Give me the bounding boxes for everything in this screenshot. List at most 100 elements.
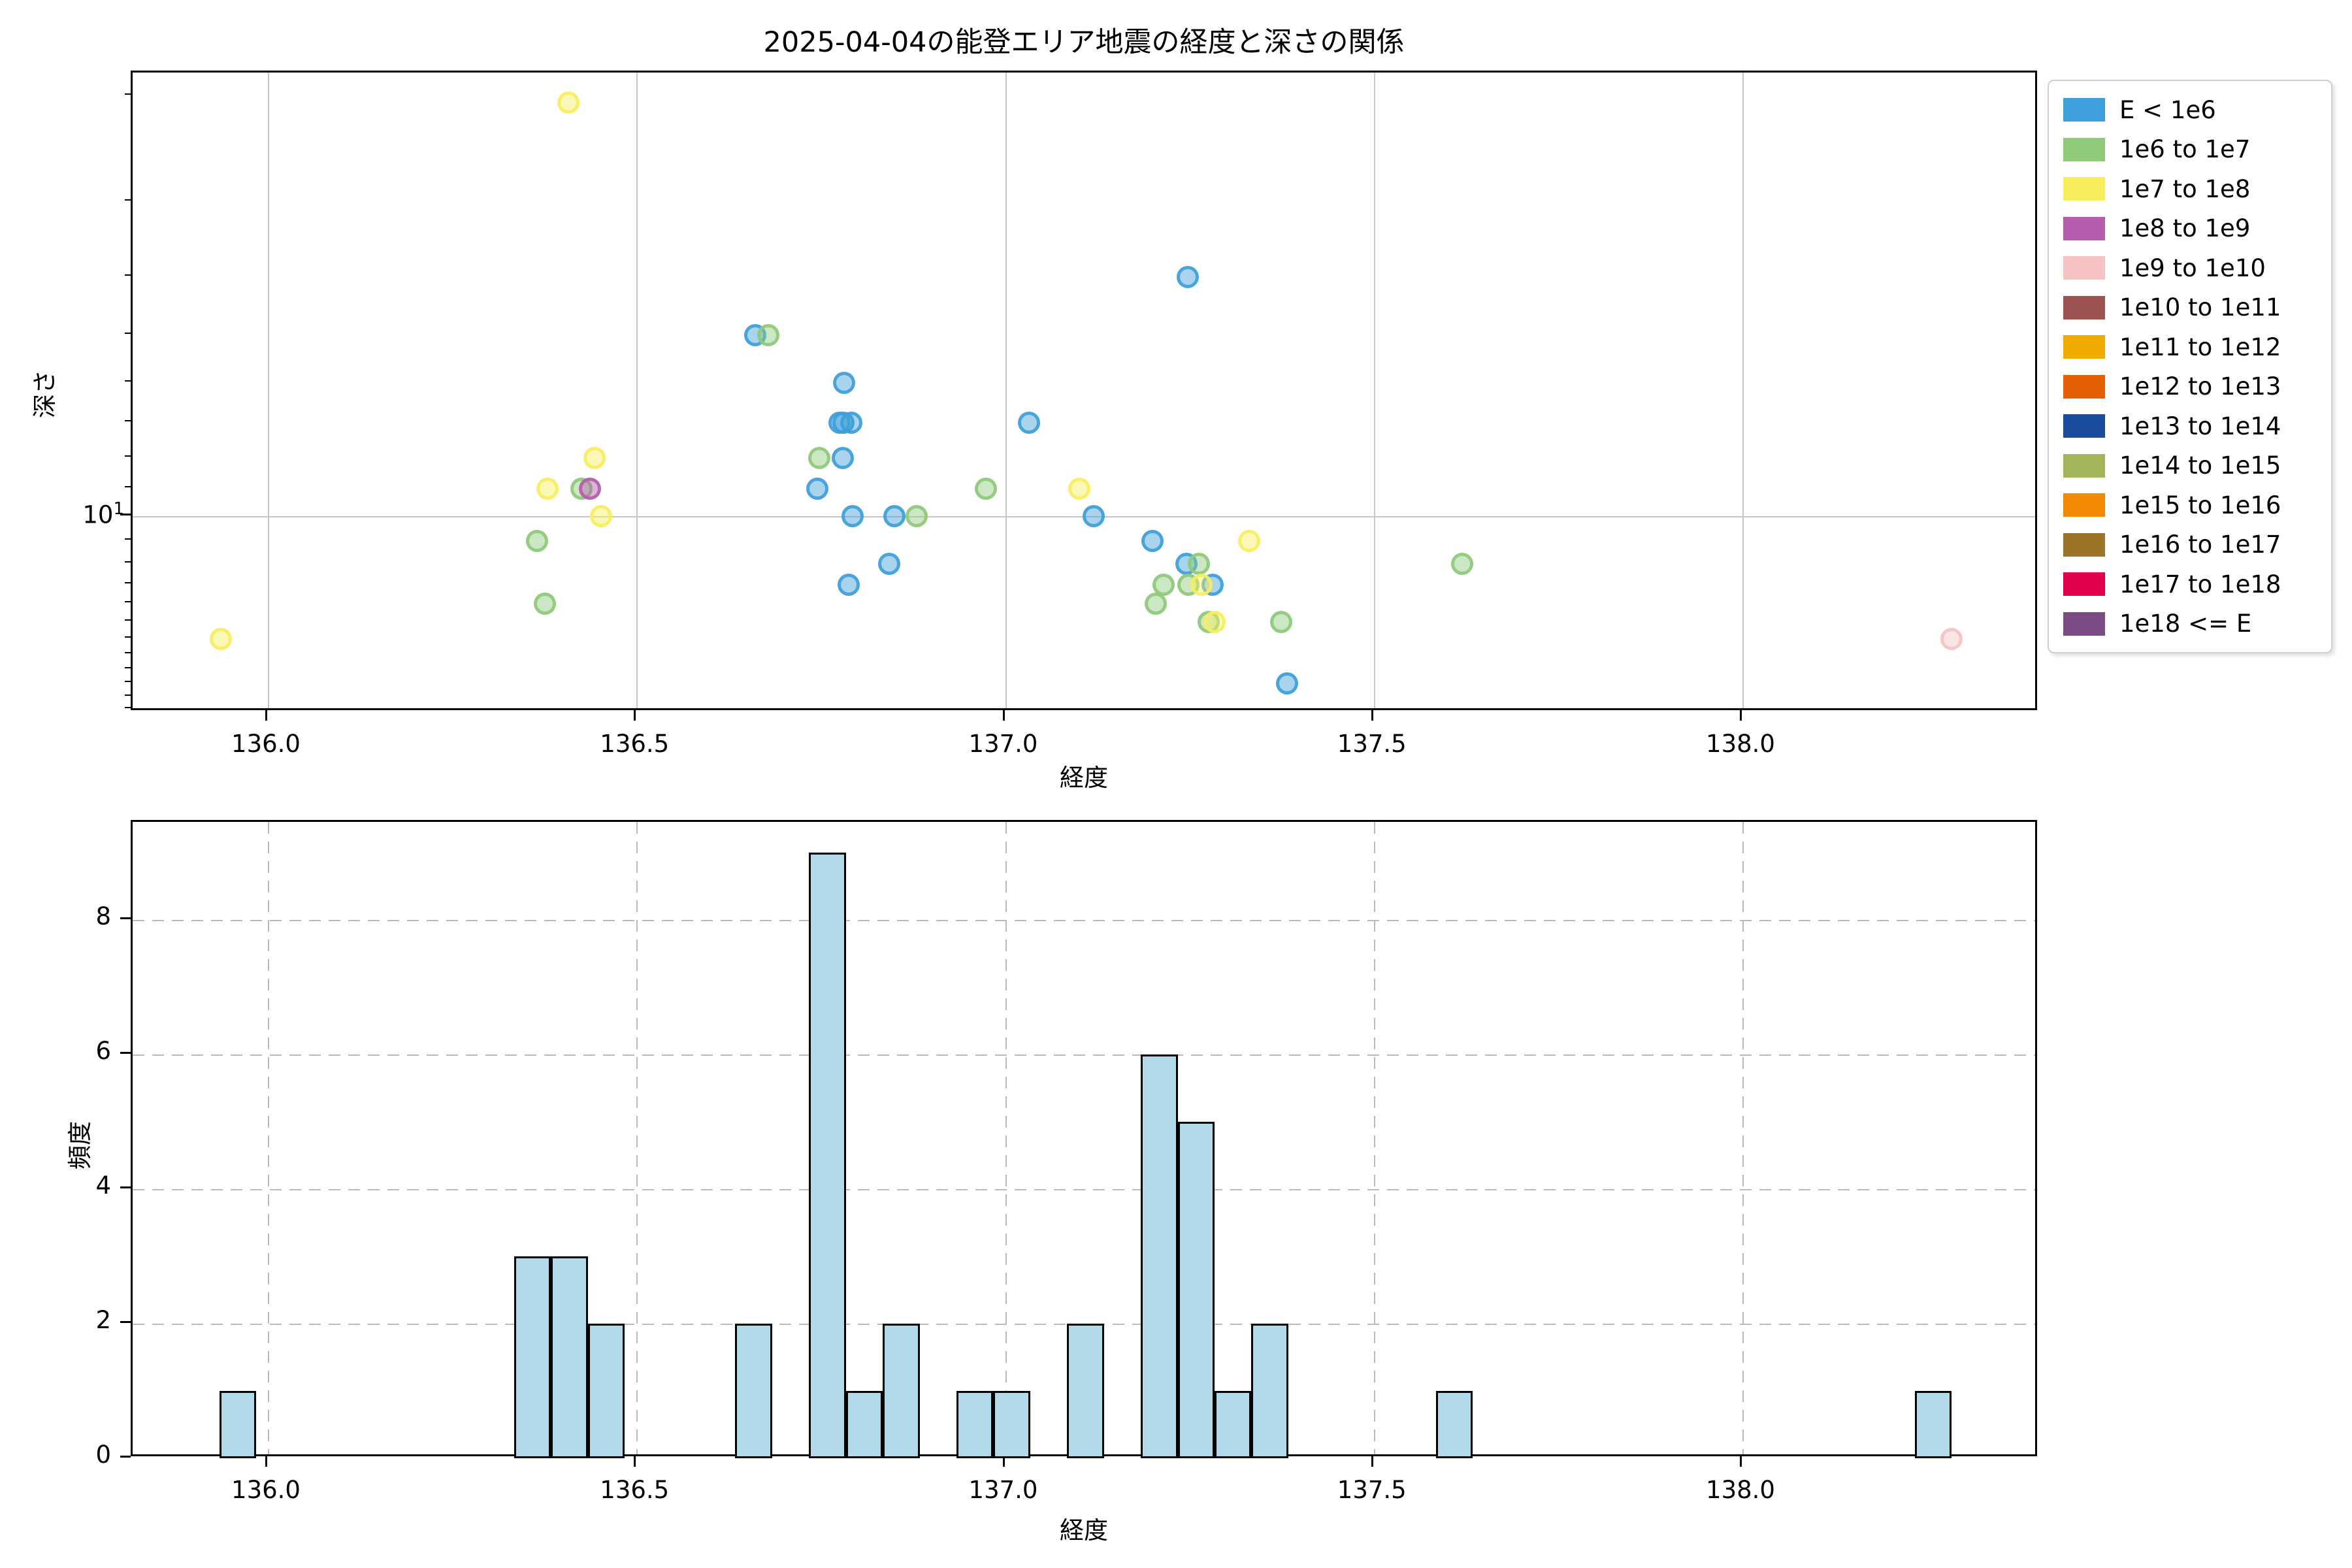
- legend-item: 1e17 to 1e18: [2063, 564, 2281, 604]
- legend-item: 1e13 to 1e14: [2063, 406, 2281, 446]
- legend-swatch: [2063, 256, 2105, 280]
- scatter-ytick-minor: [125, 455, 131, 457]
- hist-bar: [845, 1391, 883, 1458]
- scatter-xtick-label: 136.5: [600, 730, 670, 758]
- scatter-ylabel: 深さ: [31, 370, 59, 418]
- hist-gridline-x: [1005, 822, 1007, 1454]
- scatter-point: [1275, 672, 1298, 695]
- scatter-ytick-minor: [125, 694, 131, 696]
- figure-title: 2025-04-04の能登エリア地震の経度と深さの関係: [763, 26, 1405, 59]
- scatter-point: [806, 477, 828, 500]
- legend-label: 1e15 to 1e16: [2119, 491, 2281, 519]
- scatter-point: [1141, 530, 1164, 553]
- scatter-ytick-minor: [125, 601, 131, 603]
- legend-label: 1e13 to 1e14: [2119, 412, 2281, 440]
- scatter-point: [1451, 552, 1474, 575]
- legend-label: 1e10 to 1e11: [2119, 293, 2281, 321]
- hist-bar: [993, 1391, 1030, 1458]
- scatter-point: [906, 505, 928, 527]
- hist-xtick-mark: [1740, 1456, 1742, 1467]
- legend-swatch: [2063, 374, 2105, 399]
- scatter-point: [1017, 412, 1040, 434]
- hist-gridline-x: [1742, 822, 1744, 1454]
- scatter-point: [1152, 573, 1175, 596]
- scatter-gridline-x: [268, 73, 269, 708]
- scatter-point: [590, 505, 613, 527]
- legend-swatch: [2063, 137, 2105, 161]
- scatter-point: [757, 324, 780, 347]
- hist-xtick-mark: [634, 1456, 636, 1467]
- legend-item: 1e14 to 1e15: [2063, 446, 2281, 485]
- hist-ytick-mark: [120, 1186, 131, 1188]
- scatter-point: [579, 477, 602, 500]
- hist-xtick-mark: [265, 1456, 267, 1467]
- legend-label: 1e18 <= E: [2119, 610, 2252, 638]
- scatter-ytick-major: [120, 514, 131, 515]
- legend-label: 1e11 to 1e12: [2119, 333, 2281, 361]
- hist-gridline-y: [133, 1054, 2035, 1056]
- scatter-xtick-mark: [634, 710, 636, 721]
- histogram-xlabel: 経度: [1060, 1516, 1108, 1544]
- legend-swatch: [2063, 532, 2105, 557]
- legend-swatch: [2063, 493, 2105, 517]
- scatter-point: [1269, 611, 1292, 633]
- scatter-point: [1082, 505, 1105, 527]
- legend-label: 1e14 to 1e15: [2119, 451, 2281, 480]
- scatter-point: [1144, 593, 1167, 615]
- hist-bar: [1435, 1391, 1473, 1458]
- scatter-ytick-minor: [125, 538, 131, 540]
- hist-ytick-label: 0: [95, 1441, 111, 1469]
- legend-item: 1e12 to 1e13: [2063, 367, 2281, 406]
- hist-bar: [587, 1324, 625, 1458]
- scatter-point: [525, 530, 548, 553]
- hist-bar: [551, 1256, 588, 1458]
- hist-ytick-mark: [120, 1321, 131, 1323]
- scatter-ytick-minor: [125, 420, 131, 422]
- scatter-ytick-minor: [125, 652, 131, 653]
- scatter-point: [536, 477, 559, 500]
- hist-xtick-mark: [1371, 1456, 1373, 1467]
- hist-xtick-label: 137.0: [968, 1476, 1038, 1504]
- legend-label: 1e7 to 1e8: [2119, 174, 2251, 203]
- scatter-ytick-minor: [125, 707, 131, 709]
- scatter-plot-area: [131, 71, 2037, 710]
- scatter-ytick-minor: [125, 681, 131, 683]
- hist-bar: [883, 1324, 920, 1458]
- hist-bar: [956, 1391, 994, 1458]
- hist-bar: [1915, 1391, 1952, 1458]
- scatter-ytick-minor: [125, 274, 131, 276]
- hist-ytick-label: 8: [95, 902, 111, 930]
- hist-gridline-y: [133, 920, 2035, 921]
- scatter-xtick-label: 136.0: [231, 730, 301, 758]
- scatter-ytick-minor: [125, 485, 131, 487]
- hist-ytick-label: 2: [95, 1306, 111, 1334]
- legend-item: 1e15 to 1e16: [2063, 485, 2281, 525]
- scatter-xtick-mark: [1371, 710, 1373, 721]
- legend-item: 1e9 to 1e10: [2063, 248, 2266, 287]
- hist-ytick-label: 6: [95, 1037, 111, 1065]
- scatter-ytick-minor: [125, 199, 131, 201]
- scatter-xtick-label: 137.0: [968, 730, 1038, 758]
- scatter-point: [1188, 552, 1211, 575]
- scatter-point: [1203, 611, 1226, 633]
- scatter-ytick-minor: [125, 380, 131, 382]
- legend-swatch: [2063, 335, 2105, 359]
- histogram-plot-area: [131, 820, 2037, 1458]
- scatter-gridline-x: [636, 73, 638, 708]
- hist-xtick-label: 136.0: [231, 1476, 301, 1504]
- scatter-gridline-x: [1373, 73, 1375, 708]
- legend-label: 1e16 to 1e17: [2119, 531, 2281, 559]
- scatter-ytick-minor: [125, 666, 131, 668]
- hist-ytick-label: 4: [95, 1171, 111, 1200]
- hist-bar: [809, 853, 846, 1458]
- scatter-point: [838, 573, 860, 596]
- scatter-point: [209, 627, 232, 650]
- scatter-point: [975, 477, 998, 500]
- legend-swatch: [2063, 453, 2105, 478]
- scatter-point: [883, 505, 906, 527]
- hist-gridline-x: [268, 822, 269, 1454]
- scatter-gridline-x: [1742, 73, 1744, 708]
- hist-bar: [1214, 1391, 1252, 1458]
- scatter-ytick-label: 101: [82, 499, 124, 529]
